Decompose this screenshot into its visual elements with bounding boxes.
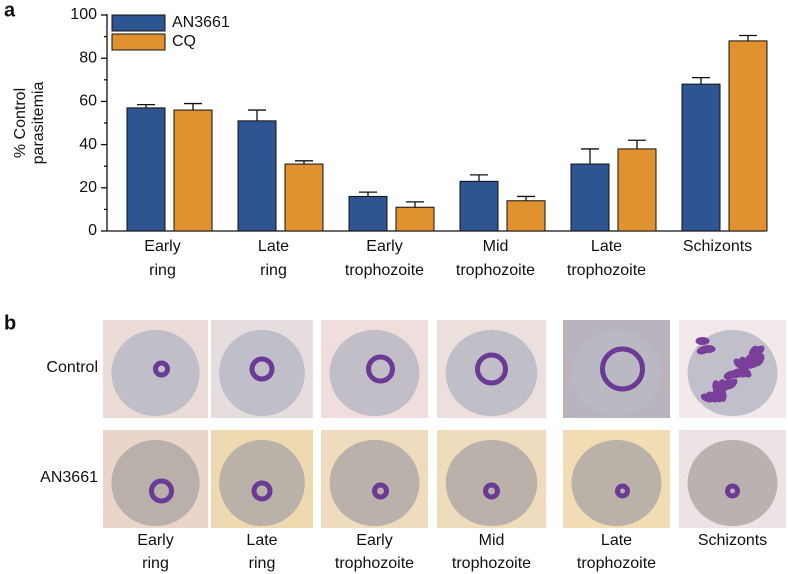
- panel-label: a: [4, 0, 16, 21]
- row-label: AN3661: [40, 469, 98, 486]
- column-label: Early: [356, 532, 392, 549]
- x-tick-label: Early: [144, 238, 180, 255]
- x-tick-label: trophozoite: [345, 262, 424, 279]
- cell: [329, 329, 420, 417]
- panel-label: b: [4, 312, 16, 334]
- y-tick-label: 60: [79, 93, 97, 110]
- y-axis-label: parasitemia: [30, 82, 47, 165]
- bar: [348, 195, 388, 232]
- row-label: Control: [46, 359, 98, 376]
- column-label: ring: [249, 555, 276, 572]
- parasite: [153, 360, 170, 378]
- bar: [173, 109, 213, 232]
- bar: [681, 83, 721, 232]
- parasite: [725, 483, 740, 499]
- parasite: [754, 353, 765, 367]
- x-tick-label: trophozoite: [567, 262, 646, 279]
- column-label: Schizonts: [698, 532, 767, 549]
- parasite: [615, 483, 630, 499]
- column-label: Mid: [479, 532, 505, 549]
- x-tick-label: ring: [149, 262, 176, 279]
- column-label: ring: [142, 555, 169, 572]
- column-label: Late: [246, 532, 277, 549]
- x-tick-label: ring: [260, 262, 287, 279]
- bar: [506, 200, 546, 232]
- bar: [237, 120, 277, 232]
- y-tick-label: 0: [88, 222, 97, 239]
- x-tick-label: trophozoite: [456, 262, 535, 279]
- legend-label: CQ: [172, 33, 196, 50]
- parasite: [718, 388, 727, 402]
- x-tick-label: Late: [258, 238, 289, 255]
- legend-label: AN3661: [172, 14, 230, 31]
- parasite: [600, 346, 645, 392]
- bar: [126, 107, 166, 232]
- parasite: [483, 482, 500, 500]
- y-tick-label: 80: [79, 49, 97, 66]
- x-tick-label: Late: [591, 238, 622, 255]
- legend-swatch: [111, 14, 166, 32]
- bar: [728, 40, 768, 232]
- parasite: [149, 478, 174, 504]
- parasite: [366, 354, 395, 384]
- bar: [284, 163, 324, 232]
- column-label: Early: [137, 532, 173, 549]
- parasite: [249, 356, 275, 382]
- cell: [571, 439, 662, 527]
- parasite: [752, 345, 765, 357]
- column-label: Late: [601, 532, 632, 549]
- cell: [445, 329, 538, 417]
- cell: [571, 329, 662, 417]
- legend-swatch: [111, 33, 166, 51]
- x-tick-label: Early: [366, 238, 402, 255]
- parasite: [739, 366, 752, 378]
- parasite: [695, 337, 710, 345]
- column-label: trophozoite: [452, 555, 531, 572]
- bar: [459, 180, 499, 232]
- column-label: trophozoite: [335, 555, 414, 572]
- parasite: [725, 378, 738, 390]
- bar: [570, 163, 610, 232]
- column-label: trophozoite: [577, 555, 656, 572]
- y-axis-label: % Control: [12, 88, 29, 158]
- bar: [617, 148, 657, 232]
- y-tick-label: 20: [79, 179, 97, 196]
- cell: [687, 439, 778, 527]
- parasite: [701, 345, 716, 353]
- parasite: [251, 480, 273, 502]
- cell: [329, 439, 420, 527]
- x-tick-label: Mid: [483, 238, 509, 255]
- y-tick-label: 40: [79, 136, 97, 153]
- cell: [219, 329, 305, 417]
- y-tick-label: 100: [70, 6, 97, 23]
- parasite: [372, 482, 389, 500]
- bar: [395, 206, 435, 232]
- parasite: [475, 352, 508, 386]
- x-tick-label: Schizonts: [683, 238, 752, 255]
